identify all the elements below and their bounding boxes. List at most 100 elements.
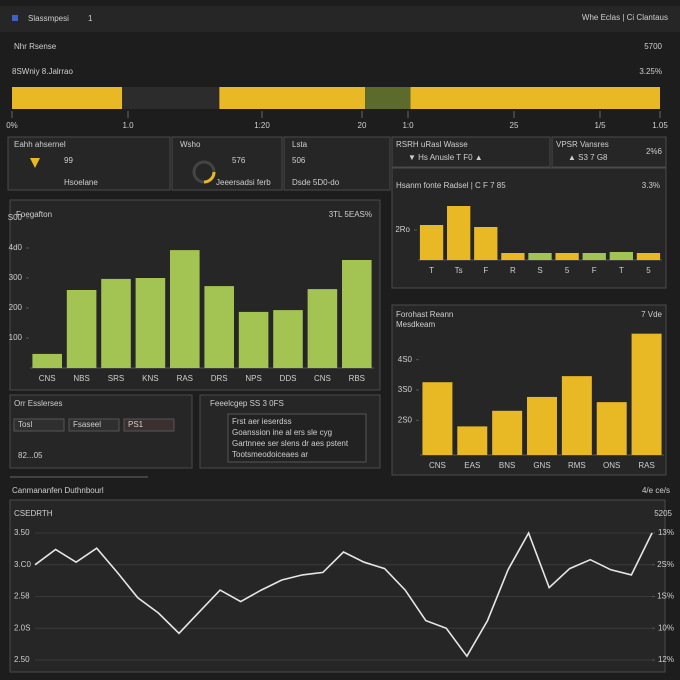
y-tick-label: 4S0 [398,355,413,364]
stat-value: ▲ S3 7 G8 [568,153,608,162]
panel [551,136,667,168]
panel [171,136,283,191]
bar [342,260,372,368]
x-tick-label: RAS [177,374,193,383]
x-tick-label: T [429,266,434,275]
y-tick-label: 2.0S [14,623,30,632]
bar [501,253,525,260]
chart-title-right: 3.3% [642,181,660,190]
x-tick-label: DRS [211,374,228,383]
y2-tick-label: 13% [658,528,674,537]
kpi-value: 576 [232,156,246,165]
x-tick-label: CNS [39,374,56,383]
bar [419,225,444,260]
top-bar [0,6,680,32]
row-label: Tosl [18,420,32,429]
x-tick-label: GNS [533,461,550,470]
bar [596,402,627,455]
bar [561,376,592,455]
y-tick-label: 2Ro [395,225,410,234]
y-tick-label: 4d0 [9,243,23,252]
y-tick-label: S00 [8,213,23,222]
x-tick-label: BNS [499,461,515,470]
bar [582,253,606,260]
x-tick-label: RAS [638,461,654,470]
y-tick-label: 3S0 [398,385,413,394]
x-tick-label: RBS [349,374,365,383]
y-tick-label: 2.58 [14,592,30,601]
x-tick-label: SRS [108,374,124,383]
progress-label: 1:0 [402,121,414,130]
section-title: Canmananfen Duthnbourl [12,486,104,495]
feed-line: Goanssion ine al ers sle cyg [232,428,332,437]
y-tick-label: 100 [9,333,23,342]
subtitle: Nhr Rsense [14,42,57,51]
progress-segment [410,87,660,109]
chart-title: CSEDRTH [14,509,53,518]
bar [273,310,303,368]
y2-tick-label: 12% [658,655,674,664]
chart-title-right: 7 Vde [641,310,662,319]
badge: 1 [88,14,93,23]
progress-segment [12,87,123,109]
y2-tick-label: 1S% [657,592,674,601]
chart-subtitle: Mesdkeam [396,320,435,329]
bar [447,206,471,260]
stat-label: RSRH uRasl Wasse [396,140,468,149]
bar [527,396,557,455]
x-tick-label: S [537,266,542,275]
bar [492,410,523,455]
feed-line: Gartnnee ser slens dr aes pstent [232,439,349,448]
kpi-note: Hsoelane [64,178,98,187]
x-tick-label: NPS [245,374,261,383]
panel [283,136,391,191]
panel-title: Feeelcgep SS 3 0FS [210,399,284,408]
bar [101,278,131,368]
bar [528,253,552,260]
progress-label: 20 [358,121,367,130]
panel [9,499,666,673]
bar [135,278,166,368]
section-tools: 4/e ce/s [642,486,670,495]
kpi-label: Wsho [180,140,201,149]
line-series [34,531,653,658]
kpi-note: Jeeersadsi ferb [216,178,271,187]
y-tick-label: 300 [9,273,23,282]
bar [307,289,338,368]
bar [631,333,662,455]
bar [457,426,488,455]
feed-line: Frst aer ieserdss [232,417,292,426]
bar [636,253,661,260]
header-title: 8SWniy 8.Jalrrao [12,67,73,76]
progress-segment [122,87,220,109]
x-tick-label: RMS [568,461,586,470]
x-tick-label: F [483,266,488,275]
bar [422,382,453,455]
bar [609,252,633,260]
chart-title: Hsanm fonte Radsel | C F 7 85 [396,181,506,190]
app-name: Slassmpesi [28,14,69,23]
app-icon [12,15,18,21]
panel-title: Orr Esslerses [14,399,62,408]
top-menu: Whe Eclas | Ci Clantaus [582,13,668,22]
y2-tick-label: 10% [658,623,674,632]
row-box [68,418,120,432]
row-box [13,418,65,432]
bar [238,311,269,368]
chart-title-right: 5205 [654,509,672,518]
x-tick-label: T [619,266,624,275]
bar [555,253,579,260]
bar [32,353,62,368]
gauge-arc [203,171,216,184]
chart-title: Forohast Reann [396,310,453,319]
orders-value: 82...05 [18,451,43,460]
row-label: Fsaseel [73,420,101,429]
y-tick-label: 200 [9,303,23,312]
x-tick-label: 5 [646,266,651,275]
progress-label: 1:20 [254,121,270,130]
change: 3.25% [639,67,662,76]
kpi-value: 506 [292,156,306,165]
status: 5700 [644,42,662,51]
